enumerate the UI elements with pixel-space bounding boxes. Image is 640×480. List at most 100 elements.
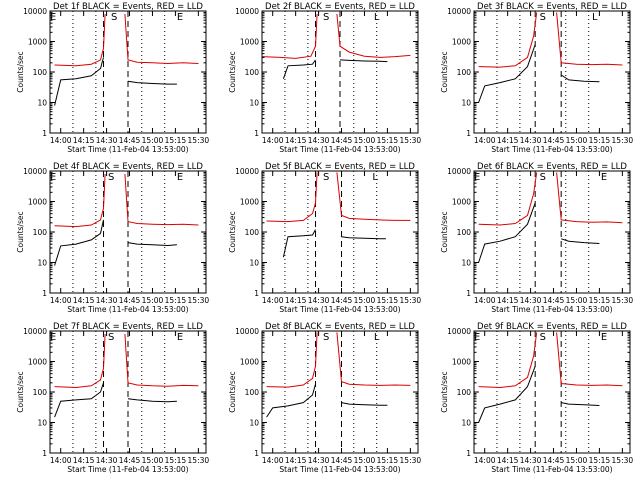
y-tick-label: 1 — [254, 129, 259, 138]
y-tick-label: 1 — [42, 129, 47, 138]
y-tick-label: 100 — [457, 68, 472, 77]
y-tick-label: 1 — [42, 449, 47, 458]
panel-title: Det 6f BLACK = Events, RED = LLD — [477, 162, 627, 172]
panel-det-6: Det 6f BLACK = Events, RED = LLD 1 10 100 10… — [440, 162, 633, 314]
y-tick-label: 10 — [249, 259, 259, 268]
x-tick-label: 14:30 — [520, 296, 542, 305]
x-tick-label: 14:15 — [497, 296, 519, 305]
marker-s: S — [540, 172, 546, 183]
marker-e: E — [177, 332, 183, 343]
events-series-line — [127, 242, 177, 247]
lld-series-line — [54, 13, 106, 67]
x-axis-label: Start Time (11-Feb-04 13:53:00) — [67, 305, 188, 314]
marker-s: S — [323, 172, 329, 183]
marker-e: E — [474, 172, 480, 183]
y-axis-label: Counts/sec — [16, 51, 25, 92]
marker-l: L — [374, 12, 380, 23]
lld-series-line — [266, 172, 318, 223]
x-tick-label: 15:00 — [566, 136, 588, 145]
marker-e: E — [474, 332, 480, 343]
y-tick-label: 1 — [254, 289, 259, 298]
y-tick-label: 1000 — [452, 358, 471, 367]
y-tick-label: 100 — [33, 388, 48, 397]
panel-det-9: Det 9f BLACK = Events, RED = LLD 1 10 100 10… — [440, 322, 633, 474]
y-tick-label: 100 — [33, 228, 48, 237]
y-tick-label: 10 — [461, 419, 471, 428]
x-tick-label: 15:30 — [188, 456, 210, 465]
x-tick-label: 14:15 — [73, 456, 95, 465]
y-axis-label: Counts/sec — [440, 371, 449, 412]
lld-series-line — [336, 172, 411, 221]
marker-s: S — [323, 332, 329, 343]
lld-series-line — [261, 13, 318, 59]
lld-series-line — [266, 332, 318, 388]
panel-title: Det 3f BLACK = Events, RED = LLD — [477, 2, 627, 12]
x-axis-label: Start Time (11-Feb-04 13:53:00) — [279, 465, 400, 474]
y-tick-label: 1000 — [28, 198, 47, 207]
y-tick-label: 10 — [37, 419, 47, 428]
y-tick-label: 10 — [461, 259, 471, 268]
x-tick-label: 14:45 — [331, 296, 353, 305]
panel-det-8: Det 8f BLACK = Events, RED = LLD 1 10 100 10… — [228, 322, 421, 474]
x-tick-label: 14:45 — [119, 296, 141, 305]
x-tick-label: 15:30 — [612, 136, 634, 145]
x-tick-label: 14:30 — [520, 456, 542, 465]
x-tick-label: 15:30 — [400, 136, 422, 145]
x-tick-label: 15:00 — [354, 456, 376, 465]
events-series-line — [282, 229, 316, 258]
y-tick-label: 10000 — [23, 7, 47, 16]
lld-series-line — [556, 172, 623, 224]
lld-series-line — [124, 173, 199, 226]
events-series-line — [54, 219, 104, 266]
x-tick-label: 15:30 — [188, 296, 210, 305]
x-tick-label: 15:15 — [589, 136, 611, 145]
lld-series-line — [478, 332, 538, 389]
y-axis-label: Counts/sec — [228, 211, 237, 252]
x-tick-label: 15:00 — [142, 296, 164, 305]
x-tick-label: 15:00 — [566, 296, 588, 305]
y-axis-label: Counts/sec — [16, 211, 25, 252]
x-axis-label: Start Time (11-Feb-04 13:53:00) — [67, 145, 188, 154]
x-tick-label: 14:30 — [308, 136, 330, 145]
y-tick-label: 10 — [37, 99, 47, 108]
marker-e: E — [177, 12, 183, 23]
x-axis-label: Start Time (11-Feb-04 13:53:00) — [491, 305, 612, 314]
y-tick-label: 1000 — [28, 358, 47, 367]
x-tick-label: 15:00 — [566, 456, 588, 465]
x-tick-label: 14:00 — [50, 456, 72, 465]
x-tick-label: 15:15 — [165, 456, 187, 465]
events-series-line — [561, 238, 600, 244]
x-tick-label: 14:00 — [50, 136, 72, 145]
x-tick-label: 14:15 — [285, 296, 307, 305]
events-series-line — [54, 57, 104, 106]
x-tick-label: 14:00 — [474, 456, 496, 465]
x-tick-label: 14:15 — [285, 136, 307, 145]
y-tick-label: 100 — [33, 68, 48, 77]
x-tick-label: 14:45 — [543, 296, 565, 305]
x-tick-label: 14:00 — [262, 456, 284, 465]
marker-e: E — [50, 12, 56, 23]
x-tick-label: 14:45 — [119, 456, 141, 465]
y-axis-label: Counts/sec — [228, 371, 237, 412]
x-axis-label: Start Time (11-Feb-04 13:53:00) — [279, 145, 400, 154]
panel-title: Det 5f BLACK = Events, RED = LLD — [265, 162, 415, 172]
panel-det-7: Det 7f BLACK = Events, RED = LLD 1 10 100 10… — [16, 322, 209, 474]
y-tick-label: 1000 — [240, 358, 259, 367]
lld-series-line — [556, 332, 623, 387]
x-tick-label: 15:00 — [354, 296, 376, 305]
x-tick-label: 14:15 — [73, 136, 95, 145]
y-tick-label: 10 — [249, 99, 259, 108]
x-tick-label: 14:45 — [331, 136, 353, 145]
x-tick-label: 15:00 — [142, 136, 164, 145]
y-tick-label: 1 — [466, 449, 471, 458]
x-tick-label: 15:15 — [589, 456, 611, 465]
panel-det-2: Det 2f BLACK = Events, RED = LLD 1 10 100 10… — [228, 2, 421, 154]
x-tick-label: 15:15 — [377, 136, 399, 145]
x-tick-label: 14:00 — [262, 136, 284, 145]
y-tick-label: 100 — [457, 228, 472, 237]
y-axis-label: Counts/sec — [228, 51, 237, 92]
y-tick-label: 1 — [254, 449, 259, 458]
panel-title: Det 9f BLACK = Events, RED = LLD — [477, 322, 627, 332]
panel-det-3: Det 3f BLACK = Events, RED = LLD 1 10 100 10… — [440, 2, 633, 154]
panel-det-4: Det 4f BLACK = Events, RED = LLD 1 10 100 10… — [16, 162, 209, 314]
